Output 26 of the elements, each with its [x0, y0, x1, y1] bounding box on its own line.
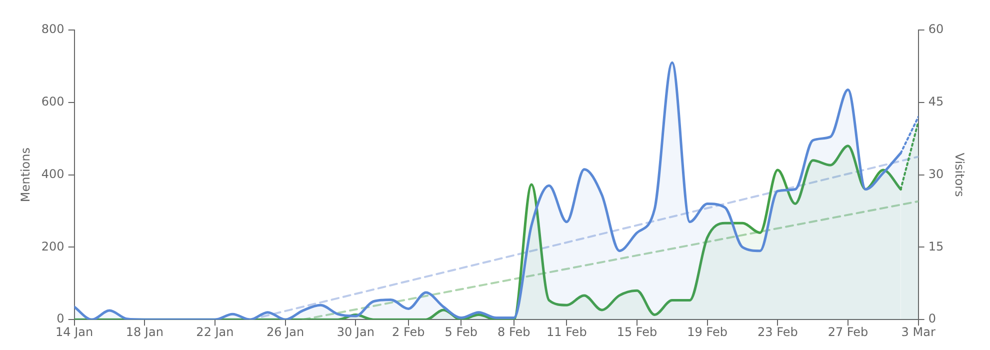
x-tick-label: 30 Jan: [336, 324, 374, 339]
x-tick-label: 19 Feb: [687, 324, 728, 339]
y2-tick-label: 60: [928, 22, 944, 36]
x-tick-label: 2 Feb: [392, 324, 425, 339]
y2-tick-label: 0: [928, 312, 936, 326]
y2-tick-label: 30: [928, 166, 944, 181]
y2-tick-label: 15: [928, 239, 944, 254]
x-tick-label: 15 Feb: [616, 324, 658, 339]
y-tick-label: 800: [41, 22, 64, 36]
x-tick-label: 18 Jan: [126, 324, 164, 339]
x-tick-label: 14 Jan: [56, 324, 94, 339]
y2-tick-label: 45: [928, 94, 944, 109]
y-tick-label: 600: [41, 94, 64, 109]
x-tick-label: 23 Feb: [757, 324, 798, 339]
x-tick-label: 8 Feb: [498, 324, 530, 339]
x-tick-label: 22 Jan: [196, 324, 234, 339]
y2-axis-title: Visitors: [952, 152, 967, 197]
y-tick-label: 200: [41, 239, 64, 254]
y-axis-title: Mentions: [18, 148, 32, 202]
x-tick-label: 26 Jan: [266, 324, 304, 339]
x-tick-label: 5 Feb: [444, 324, 478, 339]
y-tick-label: 400: [41, 166, 64, 181]
x-tick-label: 3 Mar: [901, 324, 936, 339]
y-tick-label: 0: [56, 312, 64, 326]
x-tick-label: 11 Feb: [546, 324, 587, 339]
x-tick-label: 27 Feb: [828, 324, 868, 339]
